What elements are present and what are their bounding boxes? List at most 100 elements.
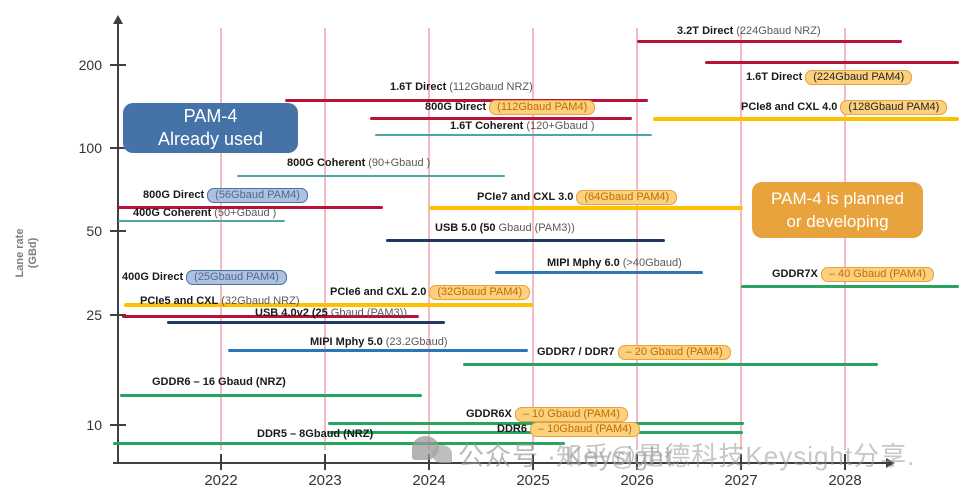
x-axis-tick-label: 2025	[516, 472, 550, 489]
x-axis-tick	[220, 454, 222, 470]
series-detail-highlight: – 40 Gbaud (PAM4)	[820, 267, 934, 282]
y-axis-title-line2: (GBd)	[27, 237, 39, 269]
series-detail-highlight: (112Gbaud PAM4)	[489, 100, 596, 115]
series-detail-highlight: (32Gbaud PAM4)	[429, 285, 531, 300]
series-detail-highlight: (56Gbaud PAM4)	[207, 188, 308, 203]
series-name: 400G Coherent	[133, 207, 212, 219]
y-axis-tick-label: 50	[86, 223, 102, 240]
series-detail-highlight: – 20 Gbaud (PAM4)	[617, 345, 731, 360]
series-label-mipi-mphy-5-0: MIPI Mphy 5.0 (23.2Gbaud)	[310, 335, 448, 350]
year-gridline	[844, 28, 846, 450]
series-name: PCIe6 and CXL 2.0	[330, 286, 427, 298]
series-detail-highlight: (128Gbaud PAM4)	[840, 100, 948, 115]
series-line-800g-coherent	[236, 175, 505, 178]
year-gridline	[324, 28, 326, 450]
y-axis-tick	[110, 313, 126, 316]
x-axis-tick-label: 2023	[308, 472, 342, 489]
x-axis-arrow-icon	[886, 458, 895, 468]
series-label-800g-coherent: 800G Coherent (90+Gbaud )	[287, 156, 430, 171]
series-name: MIPI Mphy 6.0	[547, 257, 620, 269]
series-label-ddr6: DDR6– 10Gbaud (PAM4)	[497, 422, 640, 437]
y-axis-line	[117, 24, 119, 464]
watermark: 公众号 · Keysight 知乎@是德科技Keysight分享.	[408, 432, 959, 472]
y-axis-tick-label: 100	[78, 140, 102, 156]
series-line-gddr7-ddr7	[463, 363, 879, 367]
series-label-gddr6x: GDDR6X – 10 Gbaud (PAM4)	[466, 407, 628, 422]
series-name: DDR5 – 8Gbaud (NRZ)	[257, 428, 374, 440]
series-name: GDDR7X	[772, 268, 818, 280]
series-detail: (32Gbaud NRZ)	[221, 295, 300, 307]
annotation-planned-line2: or developing	[786, 212, 889, 231]
x-axis-tick	[636, 454, 638, 470]
series-name: PCIe8 and CXL 4.0	[741, 101, 838, 113]
series-line-1-6t-direct	[704, 61, 959, 65]
x-axis-tick	[324, 454, 326, 470]
y-axis-tick	[110, 424, 126, 426]
annotation-already-used-line2: Already used	[157, 129, 264, 149]
y-axis-tick-label: 10	[86, 417, 102, 433]
wechat-icon	[412, 436, 439, 460]
annotation-pam4-already-used: PAM-4 Already used	[123, 103, 298, 153]
series-line-usb-5-0-50	[386, 238, 666, 242]
series-name: GDDR6 – 16 Gbaud (NRZ)	[152, 376, 286, 388]
series-detail-highlight: (25Gbaud PAM4)	[186, 270, 287, 285]
series-name: USB 4.0v2 (25	[255, 307, 328, 319]
year-gridline	[220, 28, 222, 450]
series-label-usb-4-0v2-25: USB 4.0v2 (25 Gbaud (PAM3))	[255, 306, 407, 321]
y-axis-tick-label: 200	[78, 56, 102, 73]
series-line-mipi-mphy-5-0	[228, 349, 528, 353]
series-detail: (224Gbaud NRZ)	[736, 25, 821, 37]
series-line-mipi-mphy-6-0	[494, 271, 703, 275]
series-name: 3.2T Direct	[677, 25, 734, 37]
y-axis-tick	[110, 63, 126, 66]
series-line-ddr5-8gbaud-nrz-	[113, 441, 566, 445]
series-detail: (23.2Gbaud)	[385, 336, 448, 348]
series-name: 1.6T Direct	[390, 81, 447, 93]
series-label-1-6t-coherent: 1.6T Coherent (120+Gbaud )	[450, 119, 595, 134]
series-label-1-6t-direct: 1.6T Direct (112Gbaud NRZ)	[390, 80, 533, 95]
x-axis-tick	[844, 454, 846, 470]
series-detail: (112Gbaud NRZ)	[449, 81, 533, 93]
series-label-gddr6-16-gbaud-nrz-: GDDR6 – 16 Gbaud (NRZ)	[152, 375, 286, 390]
y-axis-title-line1: Lane rate	[14, 228, 26, 278]
series-name: 1.6T Coherent	[450, 120, 524, 132]
series-name: PCIe7 and CXL 3.0	[477, 191, 574, 203]
series-label-usb-5-0-50: USB 5.0 (50 Gbaud (PAM3))	[435, 221, 575, 236]
series-detail-highlight: (64Gbaud PAM4)	[576, 190, 678, 205]
x-axis-line	[113, 462, 887, 464]
year-gridline	[740, 28, 742, 450]
series-label-gddr7x: GDDR7X – 40 Gbaud (PAM4)	[772, 267, 934, 282]
series-label-3-2t-direct: 3.2T Direct (224Gbaud NRZ)	[677, 24, 821, 39]
series-line-400g-direct	[122, 315, 419, 319]
series-label-800g-direct: 800G Direct (56Gbaud PAM4)	[143, 188, 308, 203]
series-line-pcie6-and-cxl-2-0	[309, 303, 533, 308]
series-name: 800G Direct	[143, 189, 205, 201]
series-detail: (120+Gbaud )	[526, 120, 595, 132]
series-label-mipi-mphy-6-0: MIPI Mphy 6.0 (>40Gbaud)	[547, 256, 682, 271]
series-name: GDDR6X	[466, 408, 512, 420]
y-axis-title: Lane rate (GBd)	[14, 198, 40, 308]
series-line-1-6t-coherent	[374, 134, 652, 137]
annotation-already-used-line1: PAM-4	[183, 106, 238, 126]
x-axis-tick	[740, 454, 742, 470]
series-label-800g-direct: 800G Direct (112Gbaud PAM4)	[425, 100, 596, 115]
series-line-800g-direct	[118, 205, 384, 209]
series-detail-highlight: (224Gbaud PAM4)	[805, 70, 913, 85]
series-line-gddr7x	[741, 285, 959, 289]
series-line-1-6t-direct	[285, 99, 649, 103]
y-axis-tick	[110, 230, 126, 233]
x-axis-tick-label: 2024	[412, 472, 446, 489]
series-detail-highlight: – 10 Gbaud (PAM4)	[514, 407, 628, 422]
series-name: GDDR7 / DDR7	[537, 346, 615, 358]
x-axis-tick	[428, 454, 430, 470]
series-label-pcie7-and-cxl-3-0: PCIe7 and CXL 3.0 (64Gbaud PAM4)	[477, 190, 678, 205]
x-axis-tick-label: 2022	[204, 472, 238, 489]
series-label-gddr7-ddr7: GDDR7 / DDR7– 20 Gbaud (PAM4)	[537, 345, 731, 360]
series-name: 800G Direct	[425, 101, 487, 113]
series-name: PCIe5 and CXL	[140, 295, 219, 307]
series-label-ddr5-8gbaud-nrz-: DDR5 – 8Gbaud (NRZ)	[257, 427, 373, 442]
y-axis-arrow-icon	[113, 15, 123, 24]
y-axis-tick-label: 25	[86, 306, 102, 323]
annotation-pam4-planned: PAM-4 is planned or developing	[752, 182, 923, 238]
